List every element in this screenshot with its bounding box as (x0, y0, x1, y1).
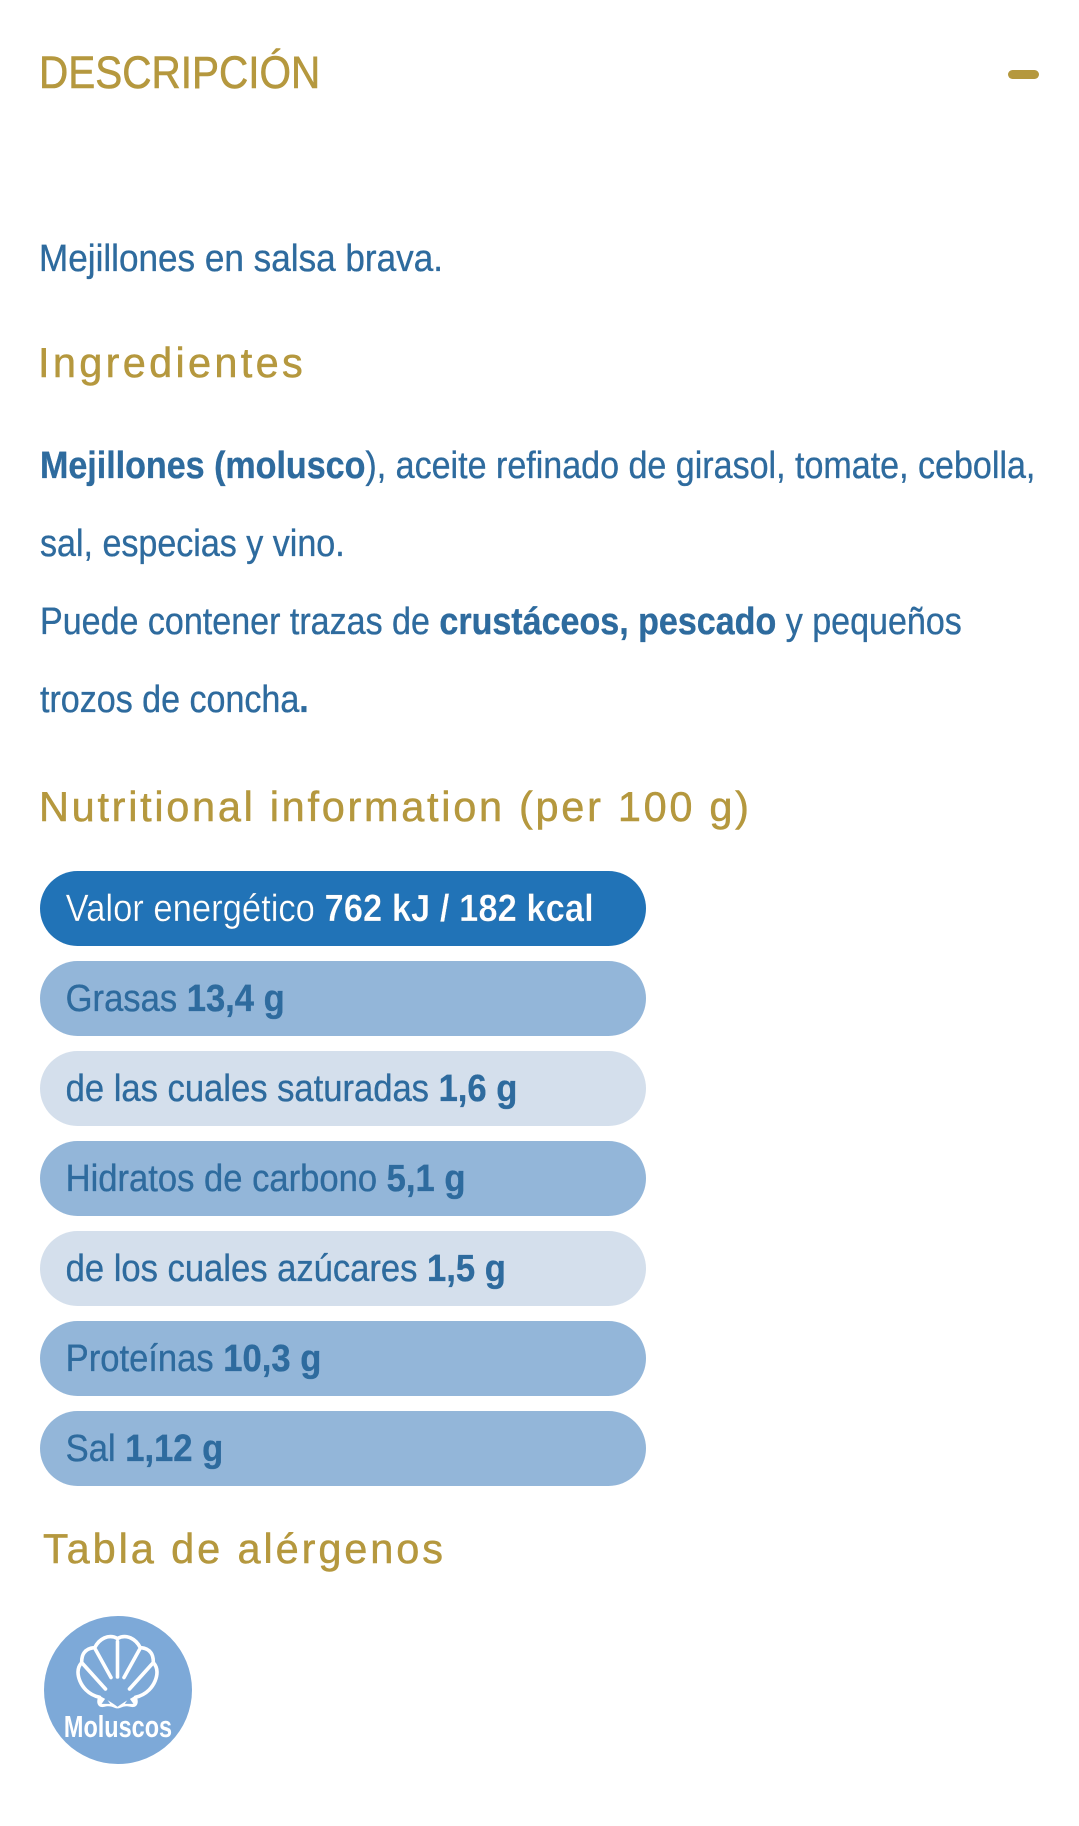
svg-text:Moluscos: Moluscos (63, 1709, 171, 1744)
